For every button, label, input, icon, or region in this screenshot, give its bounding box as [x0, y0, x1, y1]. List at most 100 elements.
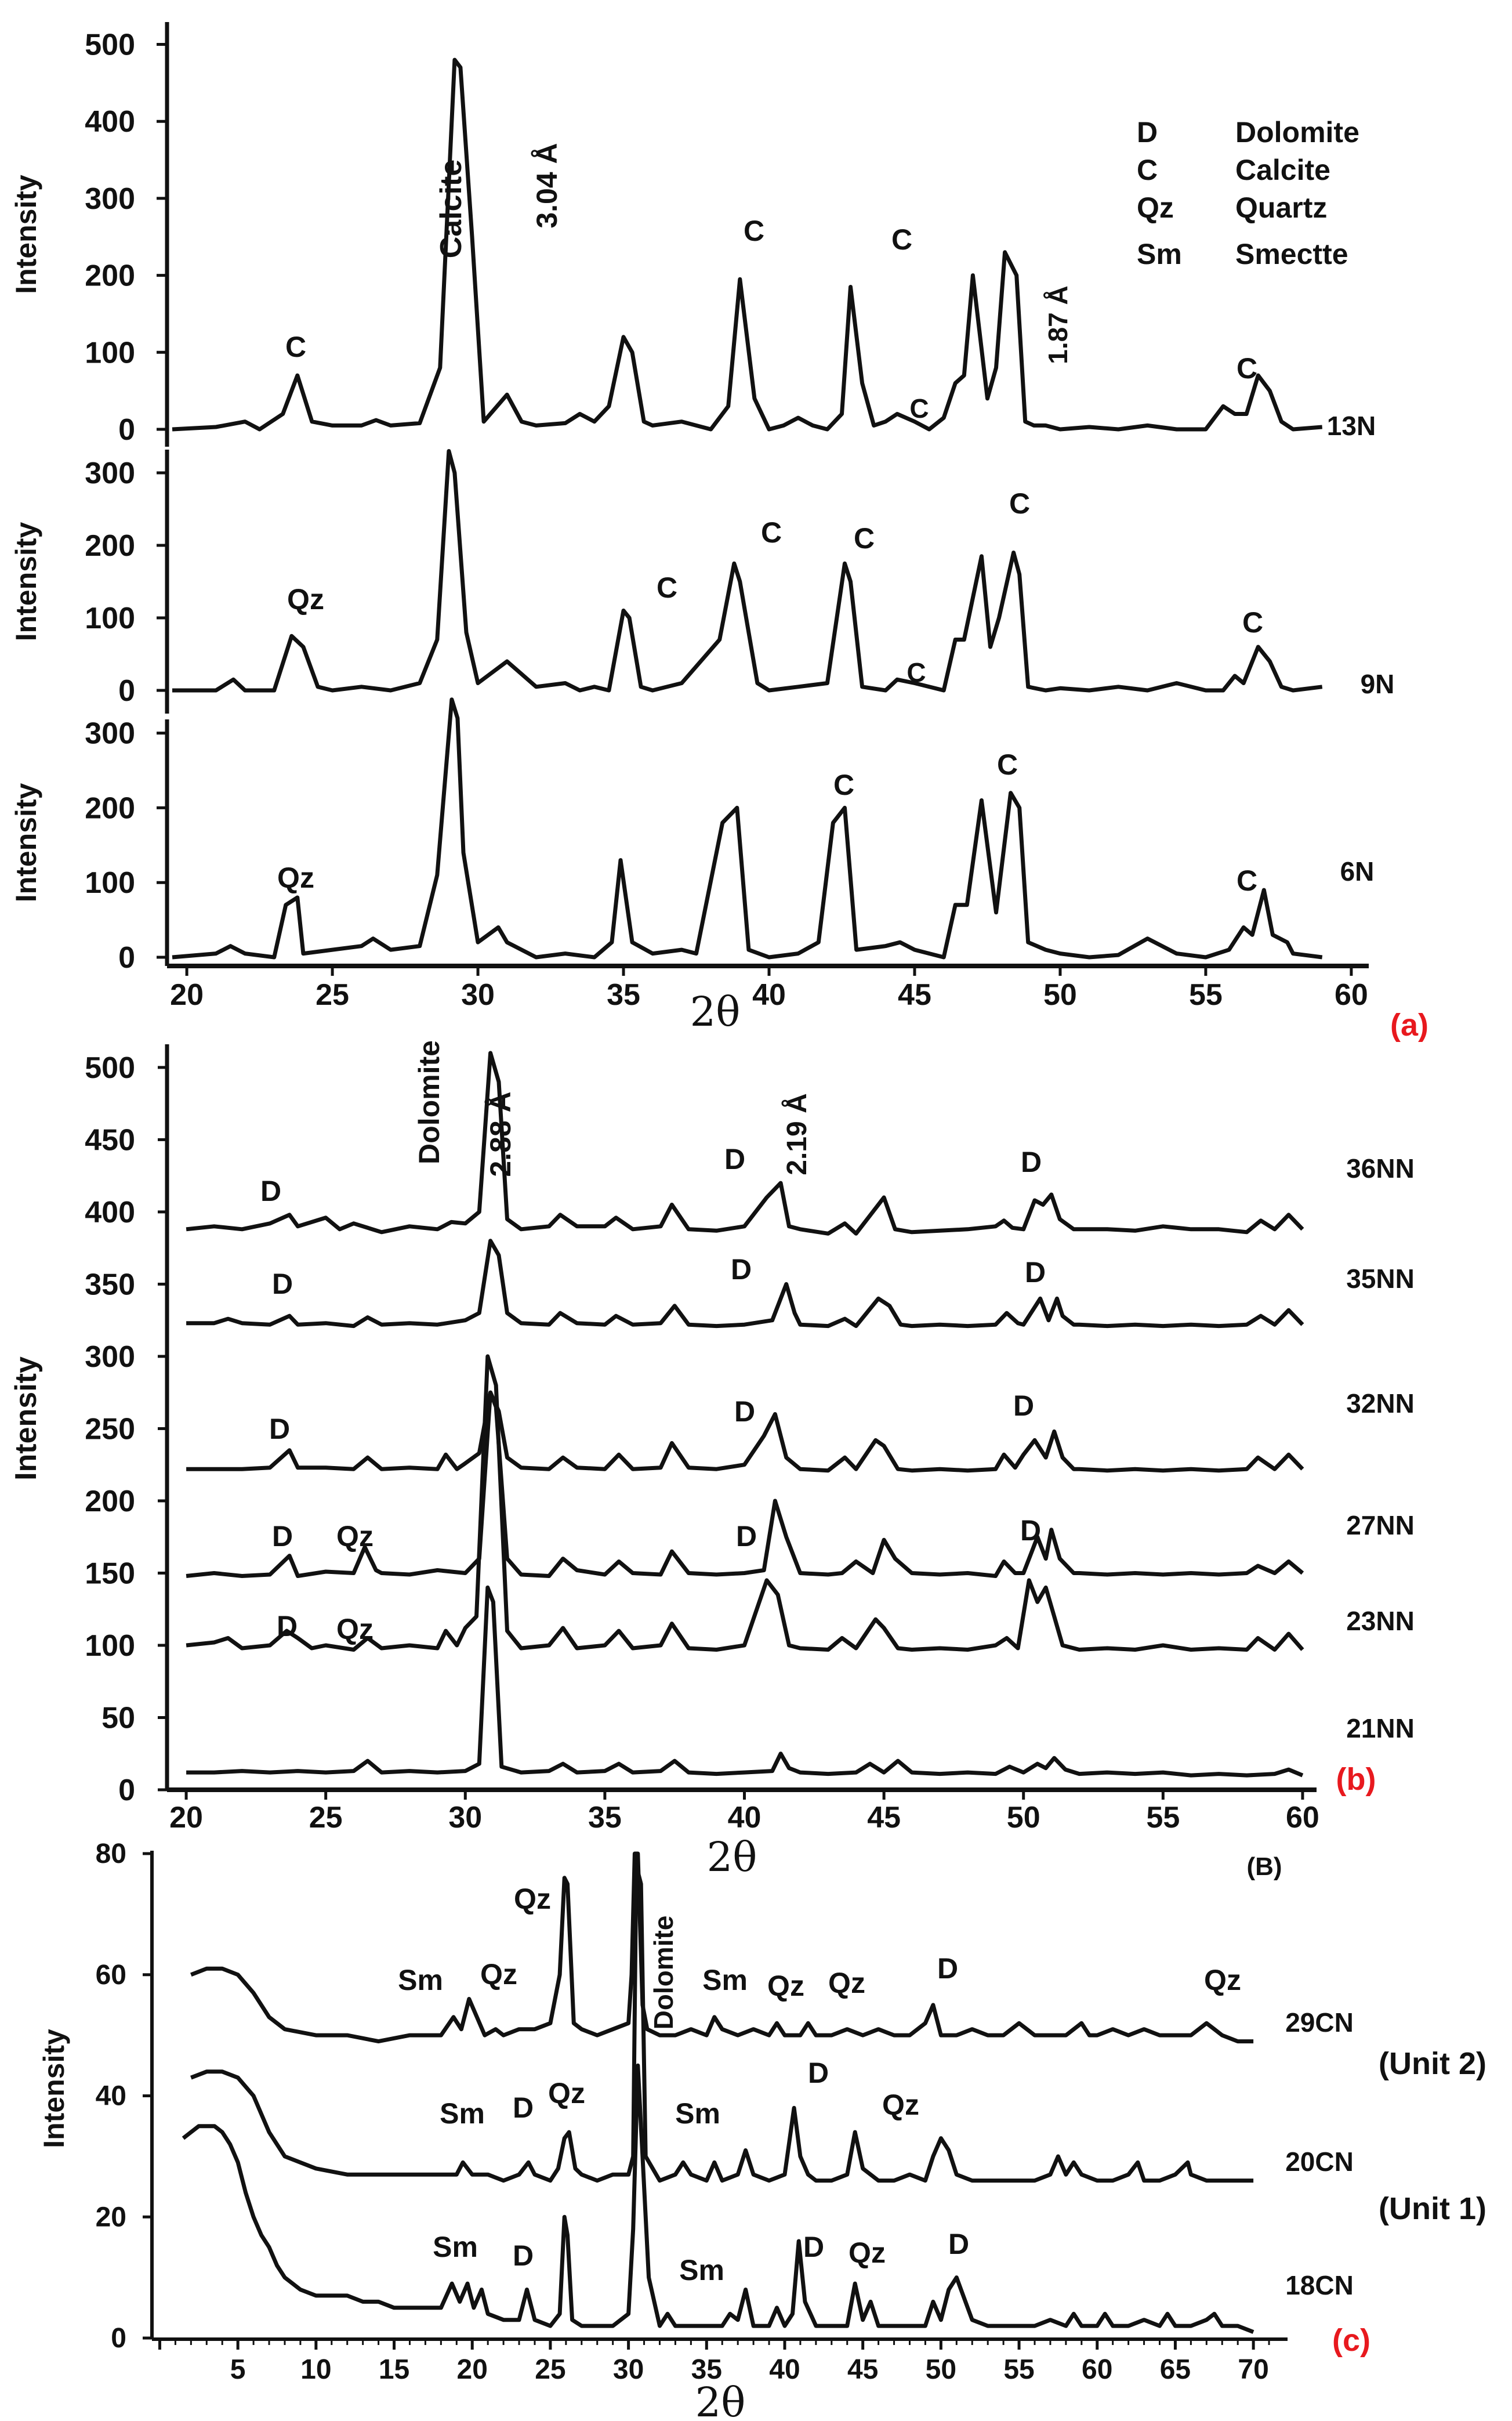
legend-name: Quartz	[1235, 191, 1327, 224]
x-tick-label: 10	[300, 2354, 331, 2385]
y-tick-label: 50	[101, 1701, 135, 1735]
x-tick-label: 30	[613, 2354, 644, 2385]
y-tick-label: 150	[85, 1557, 135, 1590]
annotation: C	[1237, 864, 1257, 897]
annotation: Qz	[336, 1520, 374, 1553]
series-line-32NN	[186, 1390, 1304, 1473]
annotation: C	[1242, 606, 1263, 639]
y-tick-label: 100	[85, 1629, 135, 1663]
y-tick-label: 300	[85, 182, 135, 216]
y-tick-label: 200	[85, 529, 135, 563]
legend-name: Calcite	[1235, 154, 1330, 186]
y-tick-label: 450	[85, 1123, 135, 1157]
x-axis-title: 2θ	[695, 2379, 746, 2421]
annotation: Dolomite	[648, 1916, 679, 2030]
annotation: Sm	[440, 2097, 485, 2130]
annotation: Qz	[1204, 1964, 1241, 1996]
x-tick-label: 30	[448, 1801, 482, 1834]
series-line-6N	[172, 697, 1323, 960]
x-tick-label: 25	[309, 1801, 343, 1834]
annotation: C	[833, 769, 854, 801]
y-tick-label: 500	[85, 1051, 135, 1085]
annotation: Sm	[702, 1964, 748, 1996]
annotation: D	[937, 1952, 958, 1985]
x-tick-label: 15	[379, 2354, 409, 2385]
legend-symbol: Sm	[1137, 238, 1182, 270]
series-label: 9N	[1361, 669, 1395, 699]
y-tick-label: 60	[96, 1960, 126, 1991]
annotation: C	[744, 215, 764, 247]
legend: D Dolomite C Calcite Qz Quartz Sm Smectte	[1137, 116, 1359, 270]
series-label: 29CN	[1285, 2007, 1354, 2038]
annotation: 2.88 Å	[484, 1091, 517, 1177]
annotation: D	[272, 1520, 293, 1553]
annotation: D	[513, 2091, 534, 2124]
series-line-9N	[172, 449, 1323, 693]
series-label: 6N	[1340, 856, 1375, 886]
annotation: D	[272, 1268, 293, 1300]
annotation: Qz	[767, 1970, 804, 2002]
y-axis-title: Intensity	[10, 783, 42, 903]
series-label: 20CN	[1285, 2147, 1354, 2177]
x-tick-label: 70	[1238, 2354, 1268, 2385]
y-tick-label: 0	[118, 941, 135, 975]
y-axis-title: Intensity	[10, 175, 42, 294]
annotation: 3.04 Å	[531, 143, 563, 228]
x-tick-label: 35	[691, 2354, 722, 2385]
panel-a: 5004003002001000Intensity3002001000Inten…	[10, 22, 1428, 1043]
annotation: C	[854, 522, 875, 555]
y-tick-label: 400	[85, 105, 135, 139]
x-tick-label: 50	[926, 2354, 956, 2385]
annotation: C	[907, 657, 926, 687]
annotation: D	[1013, 1389, 1034, 1422]
y-tick-label: 500	[85, 28, 135, 62]
annotation: C	[891, 223, 912, 256]
series-label: 23NN	[1346, 1606, 1415, 1636]
annotation: D	[731, 1253, 752, 1286]
annotation: D	[1021, 1146, 1042, 1178]
annotation: Qz	[514, 1883, 551, 1915]
y-tick-label: 200	[85, 791, 135, 825]
annotation: C	[761, 516, 782, 549]
panel-c: 80 60 40 20 0 5 10 15 20 25 30 35 40 45 50 55 60 65 70 Inte…	[38, 1839, 1486, 2421]
legend-name: Smectte	[1235, 238, 1348, 270]
y-tick-label: 0	[118, 1774, 135, 1807]
x-tick-label: 55	[1146, 1801, 1180, 1834]
annotation: Qz	[548, 2077, 585, 2109]
legend-symbol: D	[1137, 116, 1158, 149]
y-tick-label: 400	[85, 1196, 135, 1229]
y-axis-title: Intensity	[10, 522, 42, 642]
x-tick-label: 5	[230, 2354, 246, 2385]
y-tick-label: 300	[85, 717, 135, 751]
annotation: Sm	[679, 2254, 724, 2286]
y-tick-label: 300	[85, 457, 135, 490]
subplot-13N: 500 400 300 200 100 0 Intensity	[10, 22, 1322, 447]
x-tick-label: 35	[607, 978, 640, 1012]
annotation: Dolomite	[413, 1040, 445, 1164]
annotation: C	[285, 331, 306, 363]
annotation: Qz	[882, 2089, 919, 2121]
unit-label: (Unit 1)	[1379, 2191, 1486, 2226]
extra-label: (B)	[1246, 1852, 1282, 1881]
annotation: Sm	[675, 2097, 720, 2130]
subplot-9N: 300 200 100 0 Intensity	[10, 449, 1323, 714]
series-line-13N	[172, 57, 1322, 432]
annotation: Qz	[287, 583, 324, 616]
y-tick-label: 100	[85, 602, 135, 635]
annotation: D	[1020, 1514, 1041, 1547]
x-axis-title: 2θ	[690, 988, 741, 1036]
y-axis-title: Intensity	[38, 2029, 70, 2148]
y-tick-label: 350	[85, 1268, 135, 1301]
annotation: D	[277, 1610, 298, 1642]
y-tick-label: 20	[96, 2202, 126, 2232]
annotation: 1.87 Å	[1043, 285, 1073, 364]
x-tick-label: 60	[1286, 1801, 1319, 1834]
annotation: Qz	[480, 1958, 517, 1991]
series-line-35NN	[186, 1239, 1304, 1329]
legend-name: Dolomite	[1235, 116, 1359, 149]
annotation: 2.19 Å	[781, 1093, 813, 1175]
series-label: 35NN	[1346, 1264, 1415, 1294]
series-line-29CN	[190, 1851, 1254, 2044]
